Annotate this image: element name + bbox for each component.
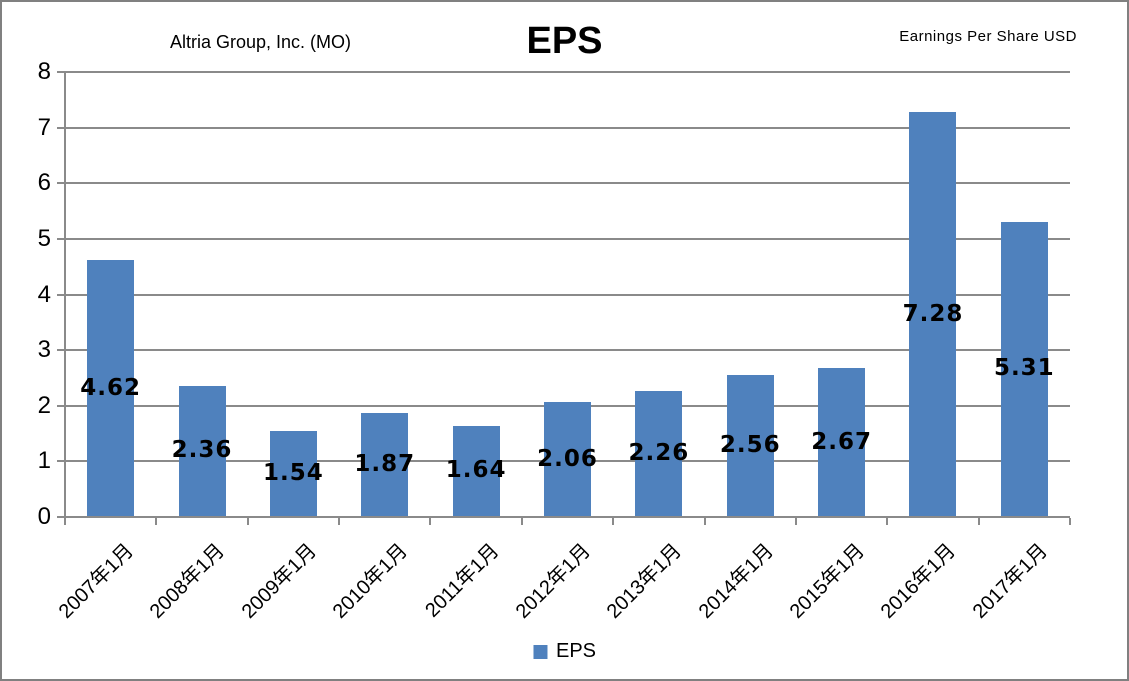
- y-axis-tick: [57, 182, 65, 185]
- x-axis-tick-label: 2012年1月: [511, 539, 595, 623]
- x-axis-tick: [1069, 518, 1071, 525]
- y-axis-tick-label: 8: [37, 58, 51, 85]
- company-label: Altria Group, Inc. (MO): [170, 32, 352, 52]
- x-axis-tick-label: 2009年1月: [237, 539, 321, 623]
- bar-value-label: 2.56: [719, 431, 781, 458]
- gridline: [65, 182, 1070, 185]
- bar: [452, 425, 500, 516]
- x-axis-tick-label: 2007年1月: [54, 539, 138, 623]
- bar: [361, 412, 409, 516]
- bar-value-label: 1.54: [263, 460, 324, 487]
- y-axis-tick-label: 0: [37, 503, 51, 530]
- bar: [1000, 221, 1048, 516]
- bar: [544, 402, 591, 516]
- x-axis-tick: [246, 518, 249, 525]
- y-axis-tick: [57, 71, 65, 73]
- bar: [635, 391, 683, 516]
- x-axis-tick-label: 2016年1月: [877, 539, 961, 623]
- legend-label: EPS: [555, 640, 597, 662]
- y-axis-tick-label: 3: [37, 336, 51, 364]
- x-axis-tick: [977, 518, 980, 525]
- bar-value-label: 1.87: [354, 450, 416, 477]
- bar-value-label: 2.06: [537, 445, 598, 472]
- gridline: [65, 126, 1070, 129]
- x-axis-tick: [64, 518, 66, 525]
- y-axis-tick-label: 6: [37, 169, 51, 197]
- x-axis-line: [65, 516, 1070, 518]
- gridline: [65, 349, 1070, 352]
- y-axis-tick-label: 4: [37, 280, 51, 308]
- gridline: [65, 293, 1070, 296]
- x-axis-tick: [338, 518, 341, 525]
- unit-label: Earnings Per Share USD: [899, 28, 1077, 45]
- x-axis-tick: [429, 518, 432, 525]
- x-axis-tick: [612, 518, 615, 525]
- x-axis-tick-label: 2013年1月: [602, 539, 687, 623]
- legend: EPS: [532, 640, 597, 663]
- bar-value-label: 2.67: [811, 428, 872, 455]
- x-axis-tick-label: 2008年1月: [146, 539, 230, 623]
- y-axis-tick-label: 5: [37, 224, 51, 252]
- y-axis-tick: [57, 516, 65, 518]
- bar-value-label: 4.62: [80, 374, 142, 401]
- bar: [726, 374, 774, 516]
- y-axis-tick: [57, 293, 65, 296]
- bar: [818, 368, 866, 516]
- bar: [178, 385, 226, 516]
- x-axis-tick-label: 2011年1月: [421, 539, 504, 622]
- bar-value-label: 2.26: [628, 440, 690, 467]
- y-axis-tick: [57, 460, 65, 463]
- gridline: [65, 71, 1070, 73]
- bar: [909, 112, 957, 516]
- x-axis-tick: [703, 518, 706, 525]
- x-axis-tick-label: 2017年1月: [968, 539, 1052, 623]
- y-axis-tick: [57, 237, 65, 240]
- chart-title: EPS: [526, 20, 603, 62]
- x-axis-tick-label: 2015年1月: [785, 539, 869, 623]
- y-axis-tick: [57, 404, 65, 407]
- bar: [269, 431, 317, 516]
- y-axis-tick: [57, 349, 65, 352]
- bar: [87, 260, 135, 516]
- bar-value-label: 2.36: [171, 437, 233, 464]
- y-axis-tick: [57, 126, 65, 129]
- bar-value-label: 7.28: [902, 300, 964, 327]
- x-axis-tick: [520, 518, 523, 525]
- x-axis-tick: [794, 518, 797, 525]
- y-axis-line: [64, 72, 66, 525]
- bar-value-label: 5.31: [993, 355, 1055, 382]
- y-axis-tick-label: 1: [37, 447, 51, 475]
- x-axis-tick: [886, 518, 889, 525]
- x-axis-tick-label: 2014年1月: [694, 539, 778, 623]
- y-axis-tick-label: 2: [37, 391, 51, 419]
- x-axis-tick-label: 2010年1月: [328, 539, 413, 623]
- gridline: [65, 237, 1070, 240]
- x-axis-tick: [155, 518, 158, 525]
- legend-swatch: [532, 644, 547, 659]
- bar-value-label: 1.64: [445, 457, 507, 484]
- y-axis-tick-label: 7: [37, 113, 51, 141]
